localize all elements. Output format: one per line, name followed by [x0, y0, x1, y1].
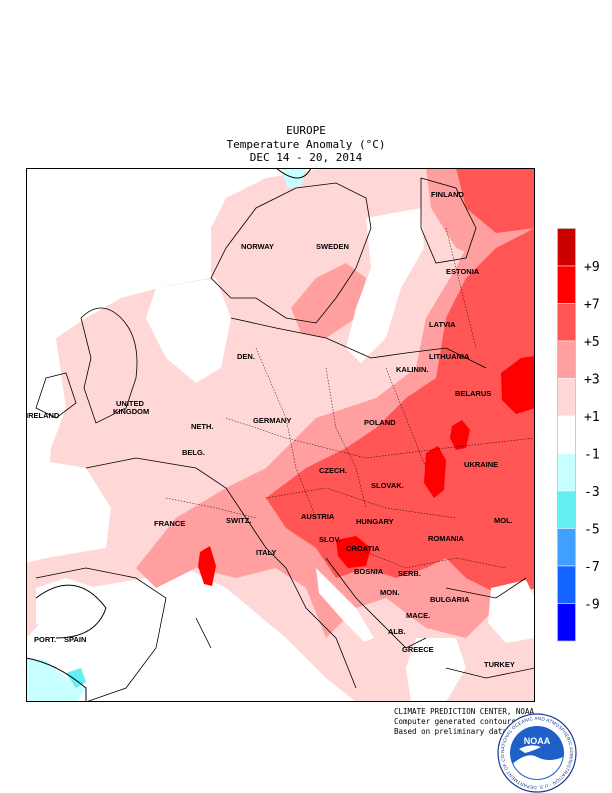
label-uk-1: UNITED	[116, 399, 145, 408]
label-germany: GERMANY	[253, 416, 291, 425]
label-ukraine: UKRAINE	[464, 460, 498, 469]
legend-tick-label: -3	[584, 485, 600, 500]
legend-swatch	[557, 228, 576, 267]
country-borders	[165, 227, 535, 569]
anomaly-band-5-7-finland	[456, 168, 535, 233]
legend-tick-label: -7	[584, 560, 600, 575]
label-switz: SWITZ.	[226, 516, 251, 525]
map-period: DEC 14 - 20, 2014	[249, 151, 363, 164]
baltic-sea	[346, 208, 424, 363]
legend-swatch	[557, 565, 576, 604]
color-legend: +9 +7 +5 +3 +1 -1 -3 -5 -7 -9	[557, 228, 600, 642]
label-sweden: SWEDEN	[316, 242, 349, 251]
label-kalinin: KALININ.	[396, 365, 429, 374]
label-bosnia: BOSNIA	[354, 567, 384, 576]
label-ireland: IRELAND	[26, 411, 60, 420]
anomaly-band-neutral-iberia	[36, 578, 106, 638]
label-uk-2: KINGDOM	[113, 407, 149, 416]
legend-swatch	[557, 490, 576, 529]
label-spain: SPAIN	[64, 635, 86, 644]
noaa-logo: NOAA NATIONAL OCEANIC AND ATMOSPHERIC AD…	[497, 713, 577, 793]
legend-tick-label: -1	[584, 448, 600, 463]
label-den: DEN.	[237, 352, 255, 361]
label-turkey: TURKEY	[484, 660, 515, 669]
legend-swatch	[557, 415, 576, 454]
coastlines	[35, 177, 535, 702]
legend-tick-label: +9	[584, 260, 600, 275]
label-serb: SERB.	[398, 569, 421, 578]
contours	[26, 168, 312, 702]
anomaly-band-7-9-ukraine-north	[450, 420, 470, 450]
legend-swatch	[557, 378, 576, 417]
label-belarus: BELARUS	[455, 389, 491, 398]
legend-swatch	[557, 303, 576, 342]
credit-cpc: CLIMATE PREDICTION CENTER, NOAA	[394, 707, 534, 716]
anomaly-map: FINLAND NORWAY SWEDEN ESTONIA LATVIA LIT…	[26, 168, 535, 702]
label-mon: MON.	[380, 588, 400, 597]
north-sea	[146, 278, 231, 383]
legend-swatch	[557, 340, 576, 379]
label-port: PORT.	[34, 635, 56, 644]
label-norway: NORWAY	[241, 242, 274, 251]
label-neth: NETH.	[191, 422, 214, 431]
label-lithuania: LITHUANIA	[429, 352, 470, 361]
anomaly-band-5-7	[266, 228, 535, 598]
logo-text: NOAA	[524, 736, 551, 746]
map-region-title: EUROPE	[286, 124, 326, 137]
label-slovak: SLOVAK.	[371, 481, 404, 490]
label-finland: FINLAND	[431, 190, 464, 199]
legend-swatch	[557, 528, 576, 567]
legend-tick-label: +1	[584, 410, 600, 425]
label-poland: POLAND	[364, 418, 396, 427]
anomaly-band-neg3-5-iberia	[66, 668, 86, 688]
anomaly-band-neg1-3-iberia	[26, 658, 86, 702]
bay-of-biscay	[26, 458, 111, 563]
label-croatia: CROATIA	[346, 544, 380, 553]
label-latvia: LATVIA	[429, 320, 456, 329]
label-belg: BELG.	[182, 448, 205, 457]
label-czech: CZECH.	[319, 466, 347, 475]
label-hungary: HUNGARY	[356, 517, 394, 526]
anomaly-band-7-9-ukraine	[424, 446, 446, 498]
map-subtitle: Temperature Anomaly (°C)	[226, 138, 386, 151]
label-austria: AUSTRIA	[301, 512, 335, 521]
legend-tick-label: +3	[584, 373, 600, 388]
label-alb: ALB.	[388, 627, 406, 636]
legend-tick-label: -5	[584, 523, 600, 538]
credit-contours: Computer generated contours	[394, 717, 516, 726]
aegean-sea	[406, 638, 466, 702]
credit-preliminary: Based on preliminary data	[394, 727, 507, 736]
anomaly-band-7-9-russia	[501, 356, 535, 414]
legend-swatch	[557, 603, 576, 642]
label-romania: ROMANIA	[428, 534, 464, 543]
country-labels: FINLAND NORWAY SWEDEN ESTONIA LATVIA LIT…	[26, 190, 515, 669]
label-greece: GREECE	[402, 645, 434, 654]
legend-frame	[557, 228, 576, 642]
legend-swatch	[557, 265, 576, 304]
legend-tick-label: +7	[584, 298, 600, 313]
label-mol: MOL.	[494, 516, 513, 525]
atlantic	[26, 168, 211, 378]
mediterranean-west	[86, 583, 316, 702]
label-mace: MACE.	[406, 611, 430, 620]
legend-tick-label: +5	[584, 335, 600, 350]
legend-swatch	[557, 453, 576, 492]
anomaly-band-7-9-croatia	[336, 536, 371, 568]
label-bulgaria: BULGARIA	[430, 595, 470, 604]
label-italy: ITALY	[256, 548, 276, 557]
adriatic-sea	[316, 568, 374, 642]
anomaly-band-7-9-italy	[198, 546, 216, 586]
map-frame	[26, 168, 535, 702]
label-estonia: ESTONIA	[446, 267, 480, 276]
label-slov: SLOV.	[319, 535, 341, 544]
legend-tick-label: -9	[584, 598, 600, 613]
label-france: FRANCE	[154, 519, 185, 528]
sea-areas	[26, 168, 535, 702]
